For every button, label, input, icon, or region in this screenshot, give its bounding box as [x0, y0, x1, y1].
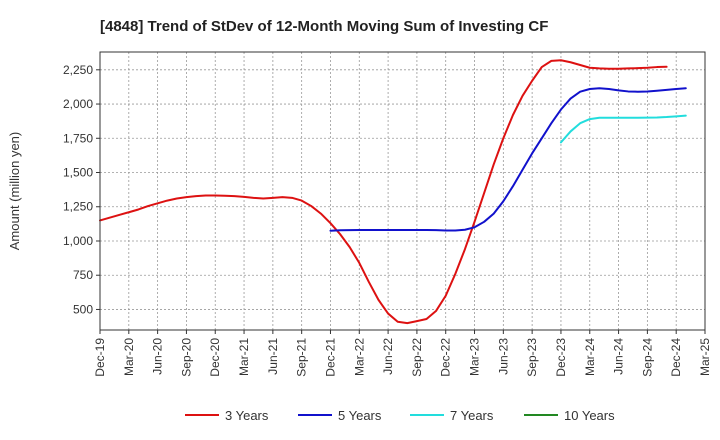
x-tick-label: Jun-21: [266, 338, 280, 375]
y-tick-label: 2,000: [63, 97, 93, 111]
y-tick-label: 1,250: [63, 200, 93, 214]
grid: [99, 52, 706, 330]
x-tick-label: Mar-23: [468, 338, 482, 376]
x-tick-label: Mar-21: [237, 338, 251, 376]
legend-label-5-years: 5 Years: [338, 408, 382, 423]
x-tick-label: Sep-21: [295, 338, 309, 377]
y-tick-label: 1,750: [63, 131, 93, 145]
x-ticks: Dec-19 Mar-20 Jun-20 Sep-20 Dec-20 Mar-21 Jun-…: [93, 330, 712, 377]
x-tick-label: Dec-22: [439, 338, 453, 377]
series-line-7-years: [559, 114, 687, 144]
x-tick-label: Jun-23: [496, 338, 510, 375]
x-tick-label: Jun-24: [612, 338, 626, 375]
y-ticks: 500 750 1,000 1,250 1,500 1,750 2,000 2,250: [63, 63, 100, 316]
y-tick-label: 750: [73, 268, 93, 282]
x-tick-label: Dec-20: [208, 338, 222, 377]
x-tick-label: Sep-22: [410, 338, 424, 377]
legend-label-7-years: 7 Years: [450, 408, 494, 423]
x-tick-label: Sep-20: [179, 338, 193, 377]
series-line-5-years: [329, 87, 687, 232]
x-tick-label: Mar-22: [352, 338, 366, 376]
chart-title: [4848] Trend of StDev of 12-Month Moving…: [100, 18, 548, 35]
series-layer: [99, 59, 687, 325]
y-tick-label: 500: [73, 302, 93, 316]
x-tick-label: Sep-24: [640, 338, 654, 377]
x-tick-label: Dec-23: [554, 338, 568, 377]
series-line-3-years: [99, 59, 668, 325]
legend: 3 Years 5 Years 7 Years 10 Years: [185, 408, 615, 423]
x-tick-label: Mar-25: [698, 338, 712, 376]
x-tick-label: Dec-24: [669, 338, 683, 377]
x-tick-label: Mar-20: [122, 338, 136, 376]
legend-label-3-years: 3 Years: [225, 408, 269, 423]
x-tick-label: Mar-24: [583, 338, 597, 376]
x-tick-label: Jun-20: [151, 338, 165, 375]
plot-frame: [99, 51, 706, 331]
x-tick-label: Dec-19: [93, 338, 107, 377]
y-axis-label: Amount (million yen): [7, 132, 22, 251]
x-tick-label: Jun-22: [381, 338, 395, 375]
y-tick-label: 1,000: [63, 234, 93, 248]
x-tick-label: Sep-23: [525, 338, 539, 377]
y-tick-label: 2,250: [63, 63, 93, 77]
x-tick-label: Dec-21: [323, 338, 337, 377]
y-tick-label: 1,500: [63, 166, 93, 180]
legend-label-10-years: 10 Years: [564, 408, 615, 423]
